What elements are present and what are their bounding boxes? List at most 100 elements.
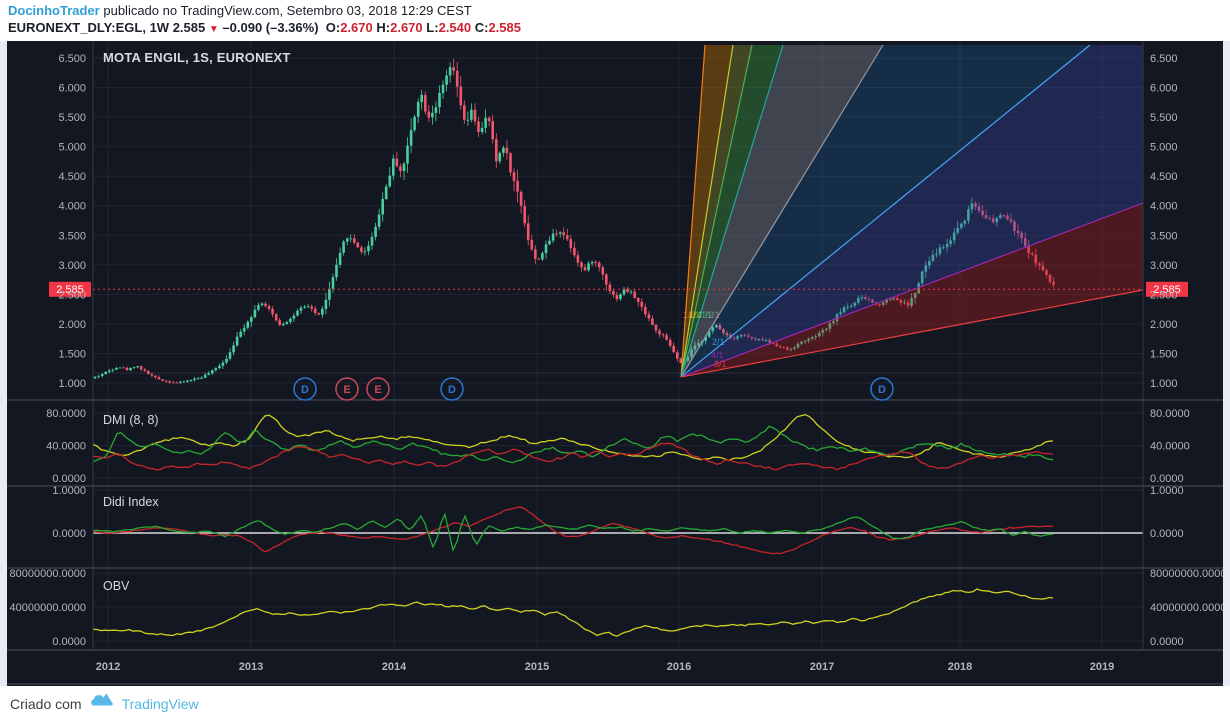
marker-circle-D [870,377,894,401]
svg-text:1.500: 1.500 [1150,349,1178,361]
svg-text:2.585: 2.585 [1153,284,1181,296]
svg-text:2013: 2013 [239,661,263,673]
svg-text:D: D [878,384,886,396]
chart-panel[interactable]: 1/8 1/4 1/3 1/2 1/1 2/1 4/1 8/1 2.585 2.585 D E… [7,41,1223,686]
marker-circle-E [366,377,390,401]
svg-text:0.0000: 0.0000 [52,473,86,485]
svg-text:4/1: 4/1 [711,350,724,360]
svg-text:40000000.0000: 40000000.0000 [10,602,86,614]
svg-text:0.0000: 0.0000 [52,528,86,540]
svg-text:4.000: 4.000 [1150,201,1178,213]
svg-text:2014: 2014 [382,661,407,673]
svg-text:1/4: 1/4 [689,310,702,320]
svg-text:1/2: 1/2 [701,310,714,320]
svg-text:40.0000: 40.0000 [1150,441,1190,453]
current-price-line[interactable]: 2.585 2.585 [49,281,1188,297]
svg-text:4.500: 4.500 [1150,171,1178,183]
open-value: 2.670 [340,20,373,35]
price-axis-left[interactable]: 6.500 6.000 5.500 5.000 4.500 4.000 3.500 3.000… [10,53,86,648]
svg-text:80.0000: 80.0000 [1150,408,1190,420]
svg-text:80000000.0000: 80000000.0000 [1150,568,1223,580]
svg-text:40000000.0000: 40000000.0000 [1150,602,1223,614]
down-arrow-icon: ▼ [208,24,219,35]
svg-text:5.000: 5.000 [1150,142,1178,154]
symbol-name: EURONEXT_DLY:EGL, 1W [8,20,170,35]
svg-text:E: E [343,384,350,396]
tradingview-logo-icon[interactable] [90,692,114,715]
svg-text:3.500: 3.500 [58,230,86,242]
svg-text:2016: 2016 [667,661,691,673]
candlesticks [93,58,1055,385]
close-value: 2.585 [488,20,521,35]
svg-text:0.0000: 0.0000 [1150,473,1184,485]
last-price: 2.585 [172,20,206,35]
marker-circle-D [293,377,317,401]
axis-borders [92,41,1144,650]
svg-text:E: E [374,384,381,396]
svg-text:5.500: 5.500 [1150,112,1178,124]
byline: DocinhoTrader publicado no TradingView.c… [8,3,472,18]
svg-text:4.500: 4.500 [58,171,86,183]
svg-text:2.585: 2.585 [56,284,84,296]
svg-text:1/3: 1/3 [695,310,708,320]
svg-text:3.500: 3.500 [1150,230,1178,242]
svg-text:0.0000: 0.0000 [1150,636,1184,648]
marker-circle-E [335,377,359,401]
svg-text:2018: 2018 [948,661,972,673]
svg-text:2.500: 2.500 [58,289,86,301]
svg-text:1.000: 1.000 [58,378,86,390]
svg-text:1.0000: 1.0000 [1150,485,1184,497]
chart-markers[interactable]: D E E D D [293,377,894,401]
high-value: 2.670 [390,20,423,35]
svg-text:4.000: 4.000 [58,201,86,213]
open-label: O: [325,20,341,35]
svg-text:2.500: 2.500 [1150,289,1178,301]
svg-text:6.500: 6.500 [1150,53,1178,65]
chart-canvas[interactable]: 1/81/41/31/21/1 2/1 4/18/1 2.585 2.585 D E… [7,41,1223,686]
pane-separators[interactable] [7,399,1223,685]
obv-plot [93,588,1054,637]
dmi-plot [93,414,1054,471]
svg-text:1/8: 1/8 [683,310,696,320]
svg-text:6.000: 6.000 [58,83,86,95]
svg-text:1/1: 1/1 [707,310,720,320]
svg-text:0.0000: 0.0000 [52,636,86,648]
didi-plot [93,506,1143,555]
high-label: H: [376,20,391,35]
marker-circle-D [440,377,464,401]
svg-text:2.000: 2.000 [58,319,86,331]
price-change: –0.090 (–3.36%) [222,20,319,35]
svg-text:80.0000: 80.0000 [46,408,86,420]
svg-text:6.500: 6.500 [58,53,86,65]
svg-text:1.0000: 1.0000 [52,485,86,497]
svg-text:D: D [301,384,309,396]
svg-text:2017: 2017 [810,661,834,673]
svg-text:8/1: 8/1 [714,359,727,369]
created-with-label: Criado com [10,695,82,712]
symbol-bar: EURONEXT_DLY:EGL, 1W 2.585 ▼ –0.090 (–3.… [8,20,521,35]
svg-text:2012: 2012 [96,661,120,673]
svg-text:D: D [448,384,456,396]
svg-text:3.000: 3.000 [1150,260,1178,272]
price-badge-left [49,281,91,297]
gann-fan-labels: 1/81/41/31/21/1 2/1 4/18/1 [683,310,727,369]
byline-bar: DocinhoTrader publicado no TradingView.c… [0,0,1230,41]
svg-text:2/1: 2/1 [712,337,725,347]
gann-fan[interactable] [680,44,1143,378]
svg-text:1.500: 1.500 [58,349,86,361]
close-label: C: [474,20,489,35]
svg-text:2015: 2015 [525,661,549,673]
low-label: L: [426,20,439,35]
svg-text:5.500: 5.500 [58,112,86,124]
svg-text:40.0000: 40.0000 [46,441,86,453]
time-axis[interactable]: 2012 2013 2014 2015 2016 2017 2018 2019 [96,661,1114,673]
price-axis-right[interactable]: 6.500 6.000 5.500 5.000 4.500 4.000 3.500 3.000… [1150,53,1223,648]
svg-text:5.000: 5.000 [58,142,86,154]
low-value: 2.540 [438,20,472,35]
attribution-bar: Criado com TradingView [0,686,1230,718]
svg-text:2019: 2019 [1090,661,1114,673]
svg-text:6.000: 6.000 [1150,83,1178,95]
tradingview-link[interactable]: TradingView [121,695,199,712]
svg-text:2.000: 2.000 [1150,319,1178,331]
